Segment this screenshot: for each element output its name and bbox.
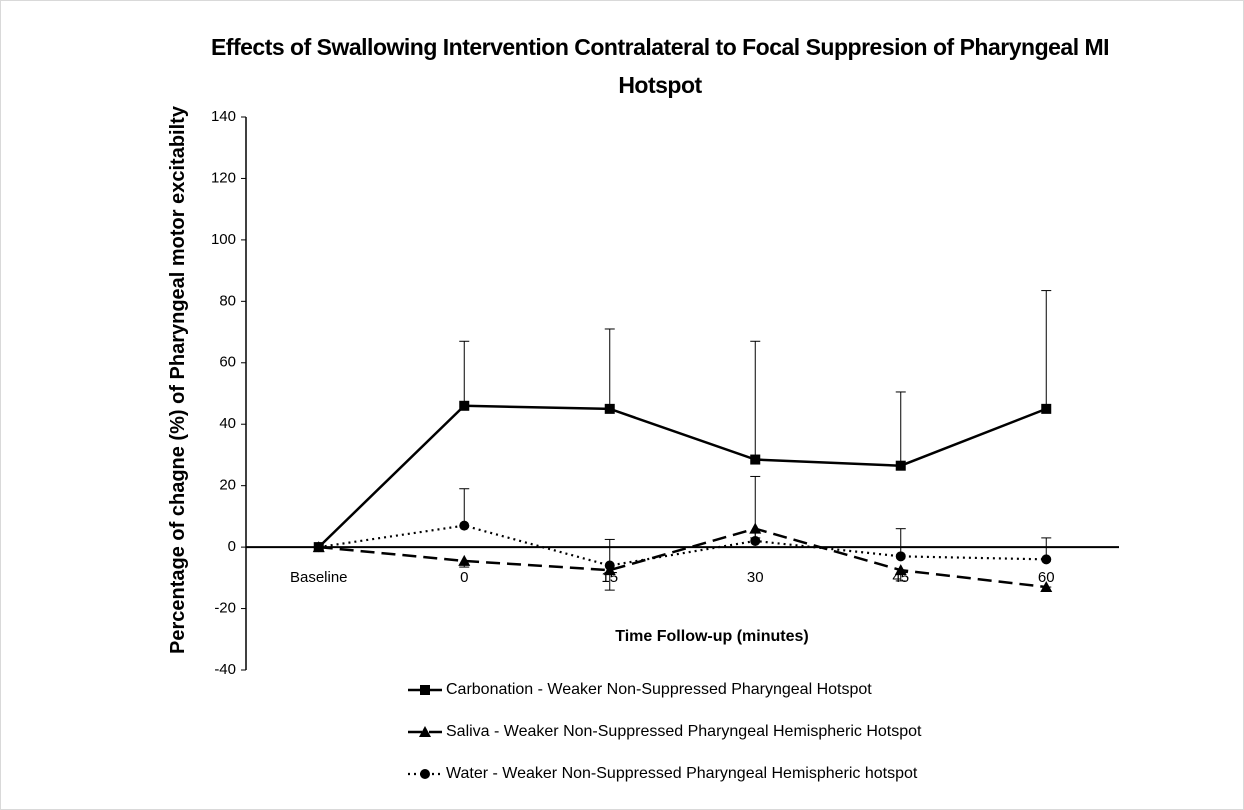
error-bar [750, 340, 761, 460]
data-point [1041, 403, 1052, 414]
legend-label: Water - Weaker Non-Suppressed Pharyngeal… [446, 765, 918, 782]
error-bar [1041, 290, 1052, 409]
data-point [750, 535, 761, 546]
data-point [459, 400, 470, 411]
series-line [318, 527, 1047, 589]
data-point [604, 560, 615, 571]
error-bar [459, 340, 470, 406]
y-tick-label: -20 [214, 600, 236, 617]
y-tick-label: -40 [214, 661, 236, 678]
error-bar [459, 488, 470, 526]
chart-title: Effects of Swallowing Intervention Contr… [210, 34, 1110, 98]
y-tick-label: 80 [219, 292, 236, 309]
y-tick-label: 20 [219, 477, 236, 494]
data-point [604, 403, 615, 414]
series-line [317, 404, 1047, 549]
legend-label: Saliva - Weaker Non-Suppressed Pharyngea… [446, 723, 922, 740]
legend-marker [419, 726, 431, 737]
y-tick-label: 0 [228, 538, 236, 555]
data-point [1041, 554, 1052, 565]
y-tick-label: 120 [211, 169, 236, 186]
y-tick-label: 140 [211, 108, 236, 125]
y-tick-label: 60 [219, 354, 236, 371]
x-tick-label: Baseline [290, 569, 348, 586]
y-axis-label: Percentage of chagne (%) of Pharyngeal m… [167, 106, 189, 654]
data-point [895, 460, 906, 471]
data-point [1040, 581, 1053, 593]
error-bar [604, 328, 615, 409]
error-bar [895, 391, 906, 466]
legend-marker [420, 685, 430, 695]
data-point [458, 554, 471, 566]
data-point [750, 454, 761, 465]
error-bar [750, 475, 761, 541]
x-tick-label: 30 [747, 569, 764, 586]
data-point [895, 551, 906, 562]
x-axis-label: Time Follow-up (minutes) [615, 628, 808, 645]
data-point [459, 520, 470, 531]
x-tick-label: 60 [1038, 569, 1055, 586]
y-tick-label: 100 [211, 231, 236, 248]
legend-marker [420, 769, 430, 779]
data-point [894, 564, 907, 576]
legend-label: Carbonation - Weaker Non-Suppressed Phar… [446, 681, 872, 698]
data-point [313, 542, 324, 553]
x-tick-label: 0 [460, 569, 468, 586]
y-tick-label: 40 [219, 415, 236, 432]
